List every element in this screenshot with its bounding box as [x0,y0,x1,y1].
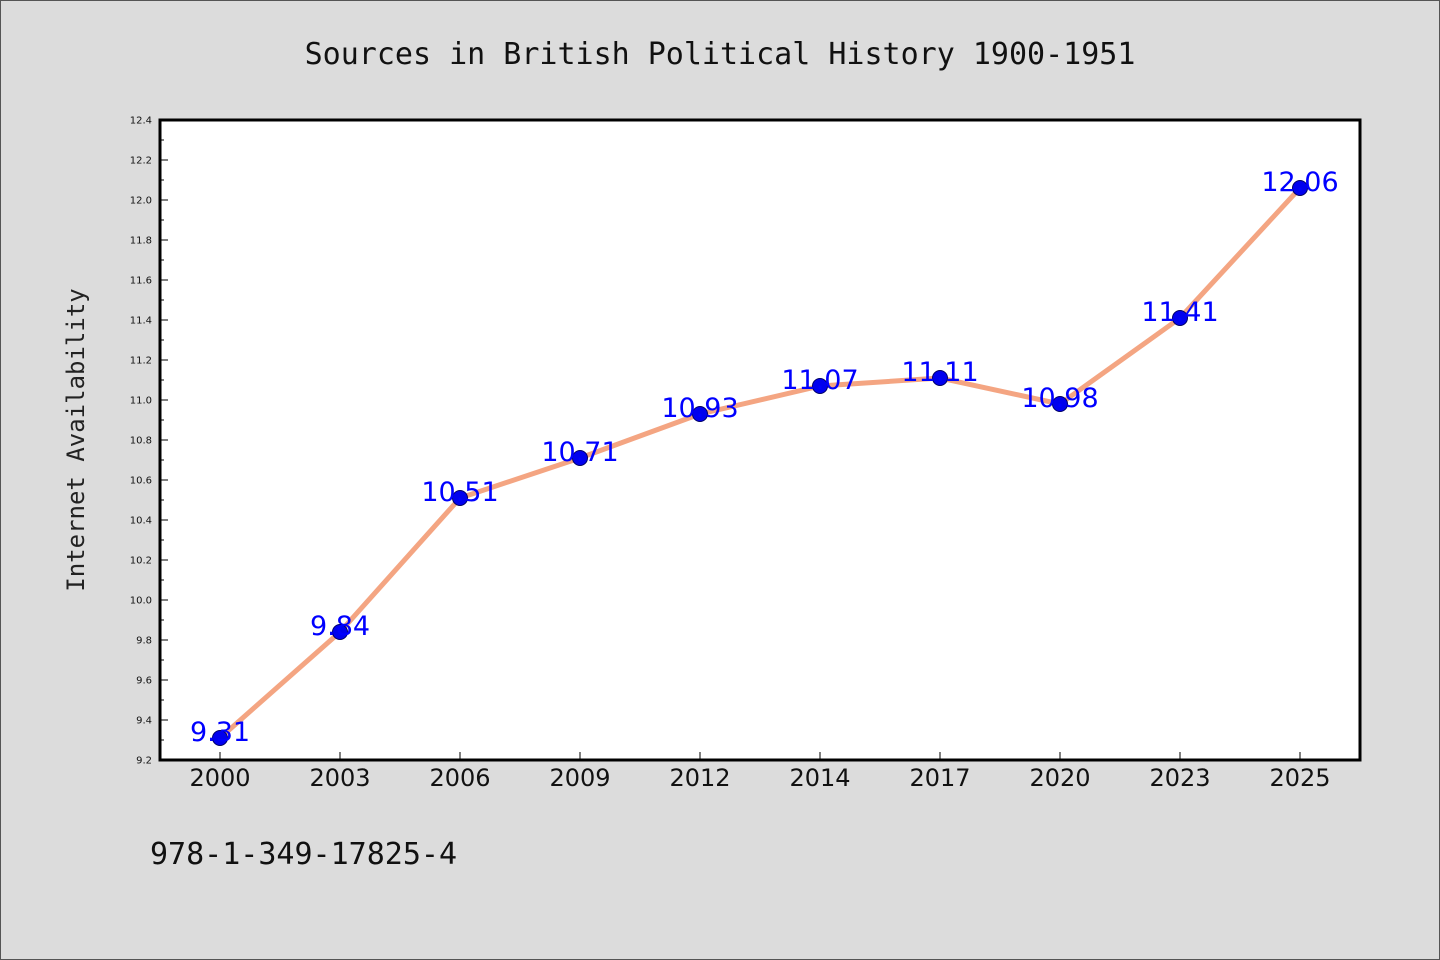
series-line [217,185,1303,741]
data-point-marker [212,730,228,746]
data-label: 11.41 [1141,297,1218,328]
data-point-marker [812,378,828,394]
y-tick-label: 10.6 [130,476,152,487]
plot-area [158,118,1362,762]
x-tick-label: 2014 [789,764,850,792]
x-tick-label: 2012 [669,764,730,792]
data-label: 10.71 [541,437,618,468]
x-tick-label: 2009 [549,764,610,792]
y-axis-label: Internet Availability [62,288,90,591]
data-label: 11.11 [901,357,978,388]
y-tick-label: 9.4 [136,716,152,727]
y-tick-label: 11.6 [130,276,152,287]
y-tick-label: 12.2 [130,156,152,167]
series-line-group [217,185,1303,741]
isbn-footer: 978-1-349-17825-4 [150,837,457,872]
y-tick-label: 9.8 [136,636,152,647]
x-tick-label: 2020 [1029,764,1090,792]
x-tick-label: 2023 [1149,764,1210,792]
y-tick-label: 10.8 [130,436,152,447]
data-point-marker [332,624,348,640]
y-tick-label: 10.0 [130,596,152,607]
y-tick-label: 12.4 [130,116,152,127]
data-point-marker [932,370,948,386]
y-tick-label: 11.4 [130,316,152,327]
data-label: 9.84 [310,611,370,642]
y-tick-label: 10.2 [130,556,152,567]
x-tick-label: 2025 [1269,764,1330,792]
data-label: 10.51 [421,477,498,508]
x-tick-label: 2017 [909,764,970,792]
x-axis: 2000 2003 2006 2009 2012 2014 2017 2020 2023 2025 [189,752,1331,792]
y-tick-label: 11.2 [130,356,152,367]
y-tick-label: 9.6 [136,676,152,687]
data-label: 9.31 [190,717,250,748]
data-labels-group: 9.31 9.84 10.51 10.71 10.93 11.07 11.11 10.98 11… [190,167,1339,748]
data-label: 12.06 [1261,167,1338,198]
x-tick-label: 2006 [429,764,490,792]
y-tick-label: 11.8 [130,236,152,247]
data-point-marker [692,406,708,422]
y-tick-label: 9.2 [136,756,152,767]
markers-group [212,180,1308,746]
y-tick-label: 11.0 [130,396,152,407]
data-point-marker [1052,396,1068,412]
chart-title: Sources in British Political History 190… [305,37,1136,72]
data-point-marker [572,450,588,466]
data-label: 11.07 [781,365,858,396]
y-axis: 9.2 9.4 9.6 9.8 10.0 10.2 10.4 10.6 10.8 11.0 11.2… [130,116,168,767]
y-tick-label: 12.0 [130,196,152,207]
data-label: 10.98 [1021,383,1098,414]
x-tick-label: 2000 [189,764,250,792]
x-tick-label: 2003 [309,764,370,792]
data-point-marker [1292,180,1308,196]
data-point-marker [1172,310,1188,326]
y-tick-label: 10.4 [130,516,152,527]
data-point-marker [452,490,468,506]
data-label: 10.93 [661,393,738,424]
